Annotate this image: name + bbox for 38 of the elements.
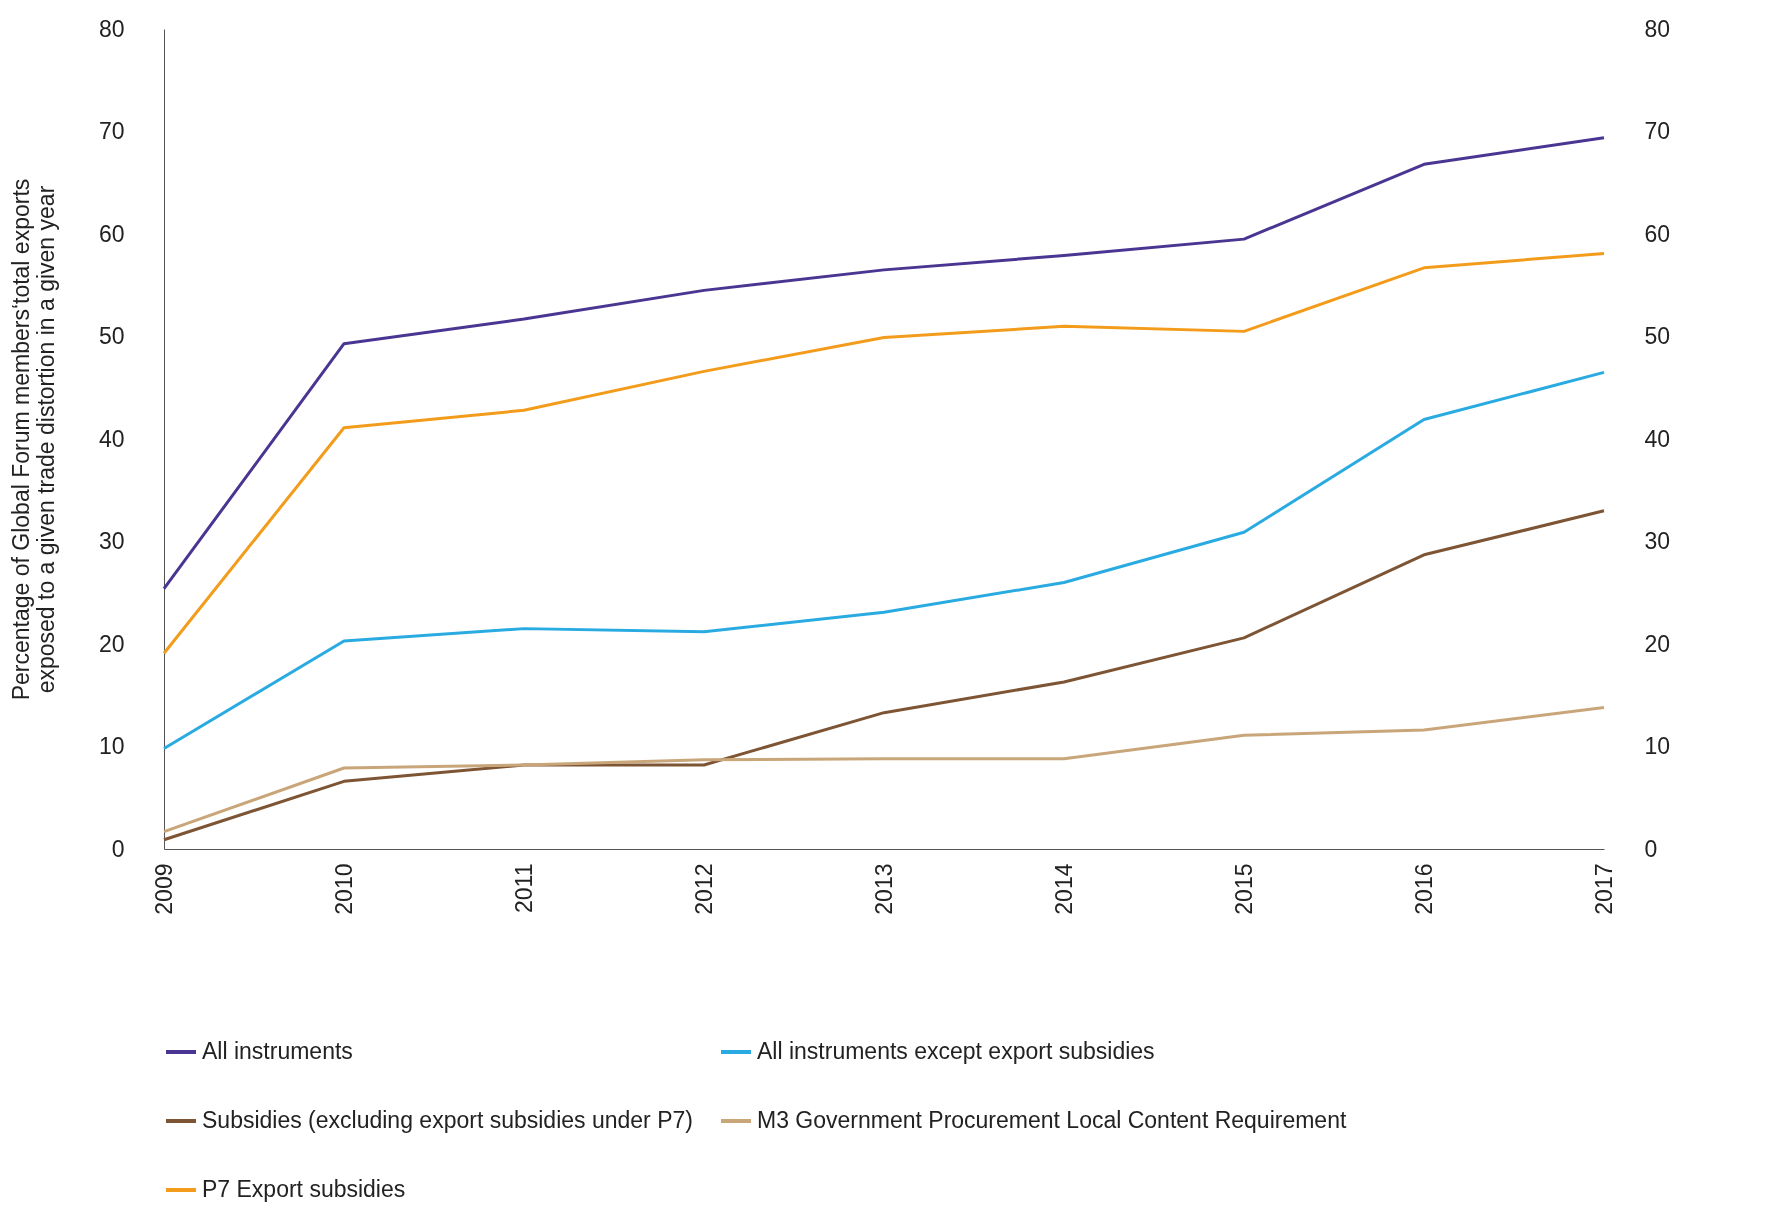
y2-tick-label: 70	[1644, 118, 1671, 144]
line-series	[162, 370, 1606, 751]
legend-label: P7 Export subsidies	[202, 1176, 406, 1202]
y-axis-title: Percentage of Global Forum members‘total exports exposed to a given trade distortion in a given year	[7, 178, 59, 701]
x-tick-label: 2017	[1590, 863, 1617, 915]
x-tick-label: 2012	[690, 863, 717, 915]
y2-tick-label: 20	[1644, 630, 1671, 657]
line-series	[162, 509, 1606, 842]
y-tick-label: 80	[98, 15, 125, 42]
y-tick-label: 0	[111, 835, 125, 862]
legend-label: M3 Government Procurement Local Content Requirement	[757, 1107, 1347, 1133]
y-tick-label: 70	[98, 118, 125, 144]
y2-tick-label: 40	[1644, 425, 1671, 452]
y-tick-label: 40	[98, 425, 125, 452]
x-tick-label: 2010	[330, 863, 357, 915]
x-tick-label: 2011	[510, 863, 537, 913]
x-tick-label: 2015	[1230, 863, 1257, 915]
y-tick-label: 60	[98, 220, 125, 247]
y2-tick-label: 30	[1644, 528, 1671, 554]
y2-tick-label: 50	[1644, 323, 1671, 349]
y2-tick-label: 80	[1644, 15, 1671, 42]
x-tick-label: 2009	[150, 863, 177, 915]
line-series	[162, 136, 1606, 591]
y2-tick-label: 0	[1644, 835, 1658, 862]
y-tick-label: 10	[98, 733, 125, 759]
x-tick-label: 2013	[870, 863, 897, 915]
y-tick-label: 50	[98, 323, 125, 349]
x-tick-label: 2014	[1050, 863, 1077, 915]
y2-tick-label: 60	[1644, 220, 1671, 247]
line-series	[162, 251, 1606, 655]
y-tick-label: 30	[98, 528, 125, 554]
legend-label: All instruments	[202, 1038, 353, 1064]
legend-label: Subsidies (excluding export subsidies under P7)	[202, 1107, 693, 1133]
y2-tick-label: 10	[1644, 733, 1671, 759]
legend-label: All instruments except export subsidies	[757, 1038, 1155, 1064]
x-tick-label: 2016	[1410, 863, 1437, 915]
y-tick-label: 20	[98, 630, 125, 657]
line-series	[162, 706, 1606, 834]
